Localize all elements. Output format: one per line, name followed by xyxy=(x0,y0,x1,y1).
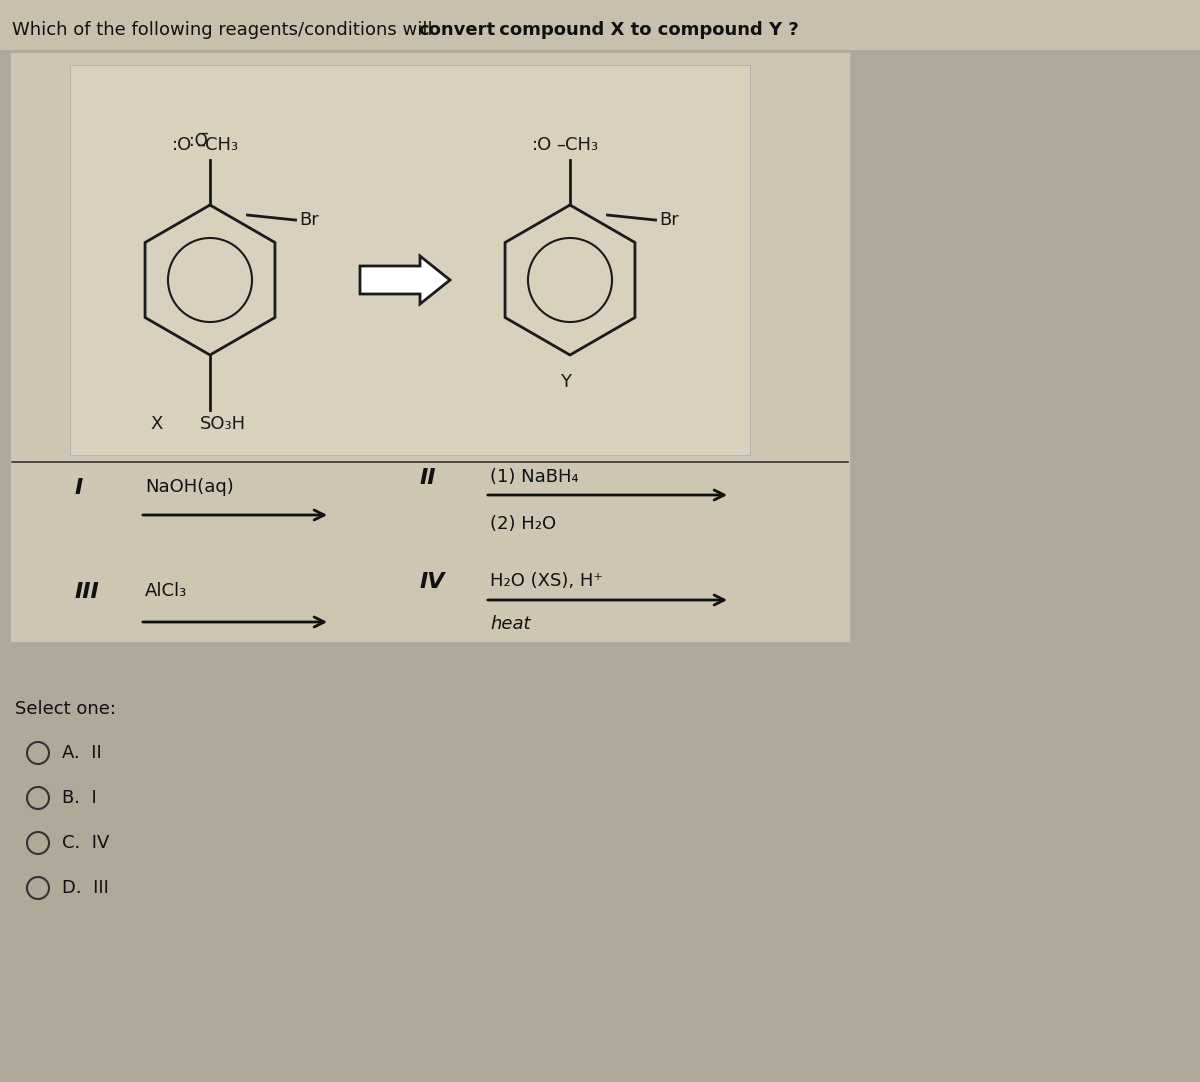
Text: IV: IV xyxy=(420,572,445,592)
Text: II: II xyxy=(420,469,437,488)
Text: AlCl₃: AlCl₃ xyxy=(145,582,187,601)
Text: convert: convert xyxy=(418,21,496,39)
Text: Which of the following reagents/conditions will: Which of the following reagents/conditio… xyxy=(12,21,438,39)
Text: Br: Br xyxy=(660,211,679,229)
Text: heat: heat xyxy=(490,615,530,633)
Text: (2) H₂O: (2) H₂O xyxy=(490,515,556,533)
FancyBboxPatch shape xyxy=(70,65,750,456)
Text: D.  III: D. III xyxy=(62,879,109,897)
Text: C.  IV: C. IV xyxy=(62,834,109,852)
Text: (1) NaBH₄: (1) NaBH₄ xyxy=(490,469,578,486)
Text: SO₃H: SO₃H xyxy=(200,415,246,433)
FancyBboxPatch shape xyxy=(10,52,850,642)
Polygon shape xyxy=(360,256,450,304)
Text: Br: Br xyxy=(300,211,319,229)
Text: I: I xyxy=(74,478,83,498)
Text: H₂O (XS), H⁺: H₂O (XS), H⁺ xyxy=(490,572,602,590)
Text: –CH₃: –CH₃ xyxy=(196,136,238,154)
Text: :O: :O xyxy=(532,136,552,154)
Text: Y: Y xyxy=(560,373,571,391)
Text: Select one:: Select one: xyxy=(14,700,116,718)
Text: NaOH(aq): NaOH(aq) xyxy=(145,478,234,496)
Text: X: X xyxy=(150,415,162,433)
Text: A.  II: A. II xyxy=(62,744,102,762)
Text: :O̅: :O̅ xyxy=(190,132,208,150)
Text: compound X to compound Y ?: compound X to compound Y ? xyxy=(493,21,799,39)
Text: –CH₃: –CH₃ xyxy=(556,136,598,154)
FancyBboxPatch shape xyxy=(0,0,1200,50)
Text: :O: :O xyxy=(172,136,192,154)
Text: III: III xyxy=(74,582,100,602)
Text: B.  I: B. I xyxy=(62,789,97,807)
